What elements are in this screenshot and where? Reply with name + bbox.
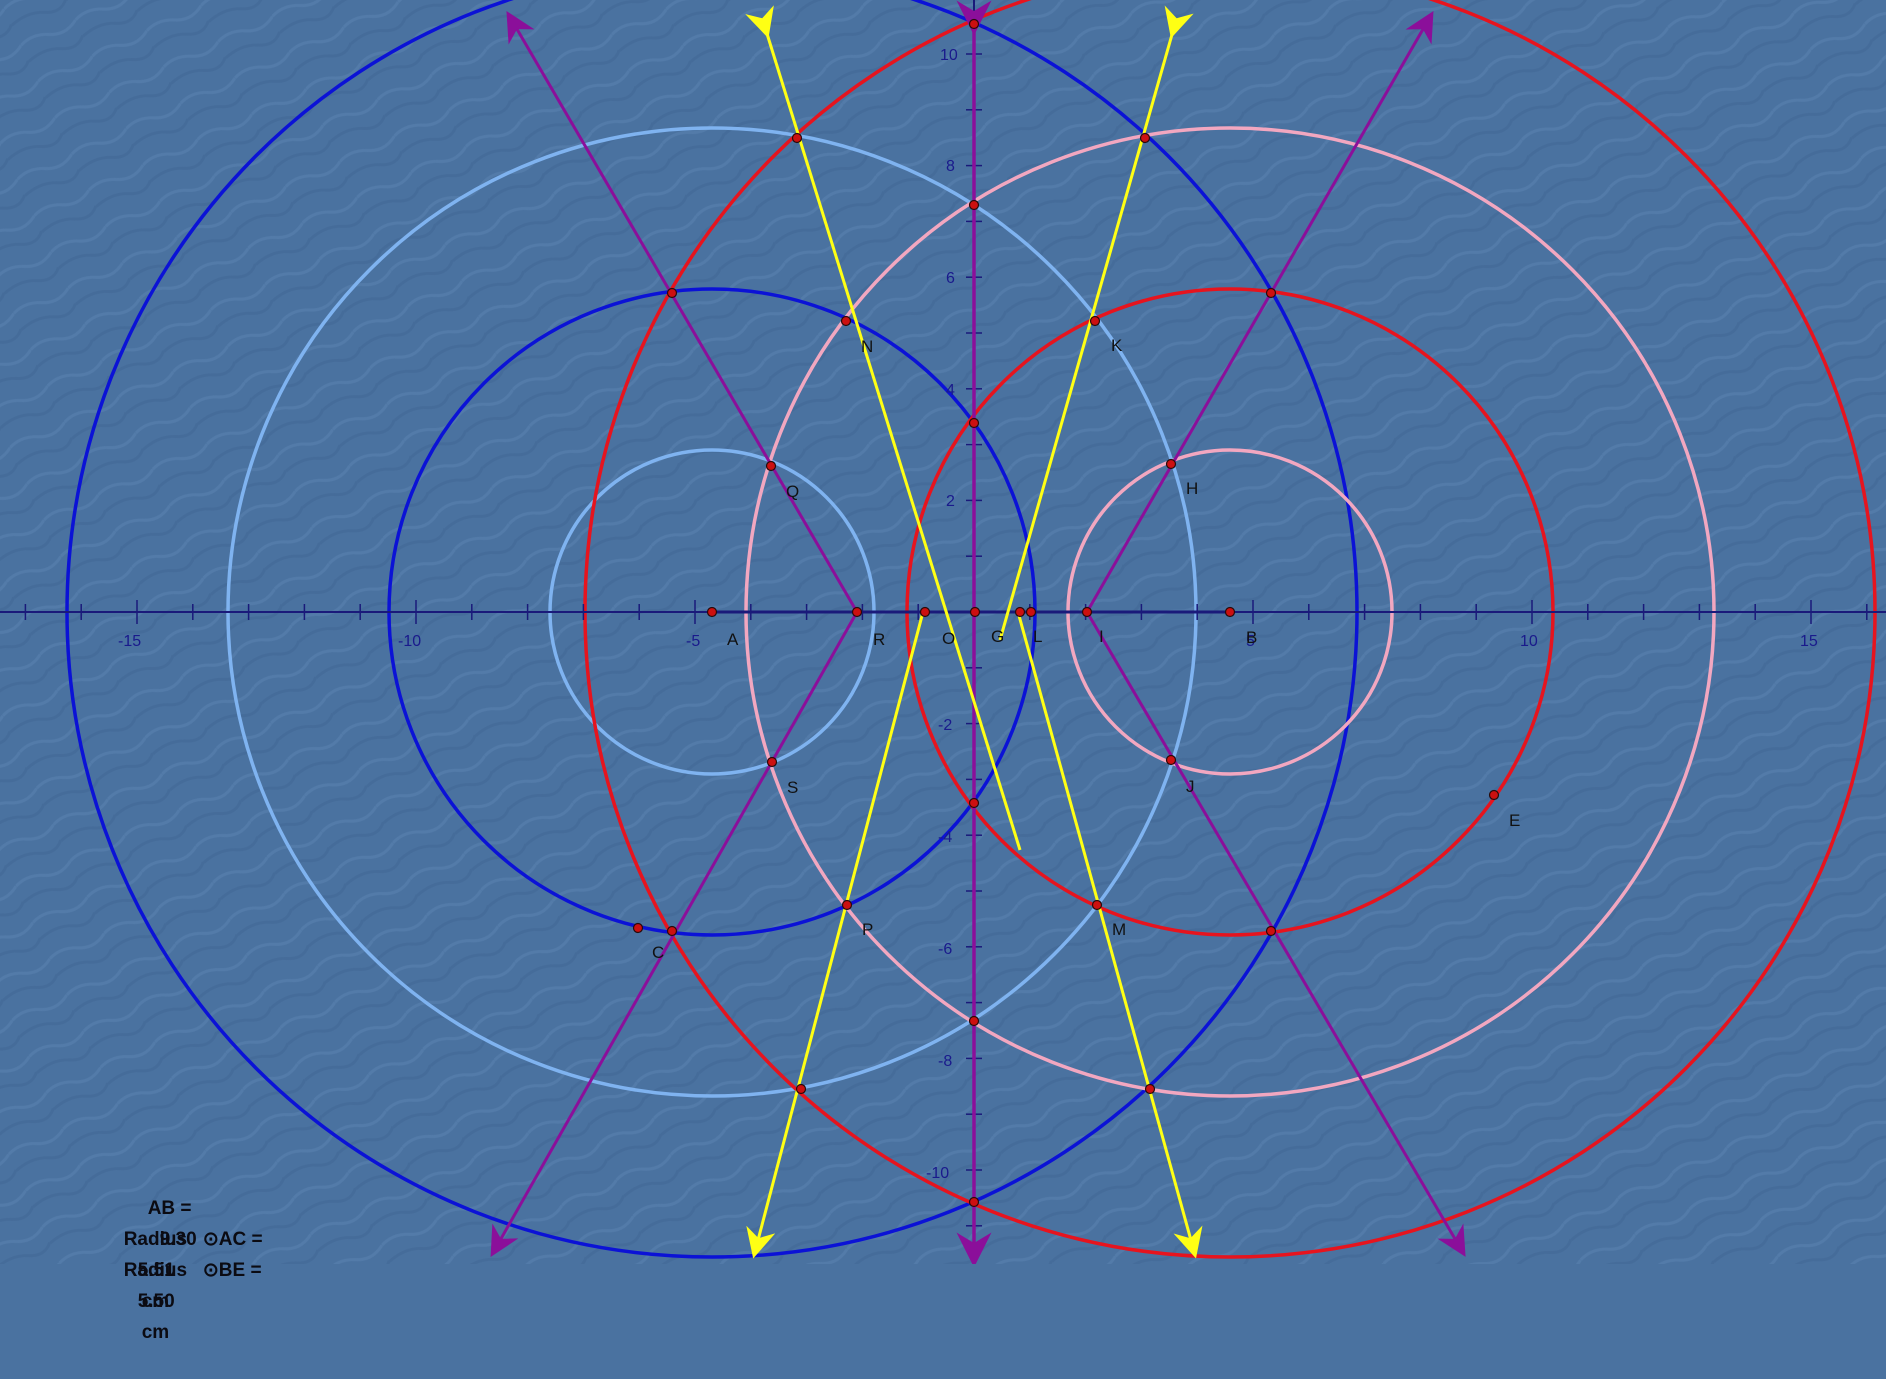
measurement-value: 5.50 — [137, 1291, 175, 1312]
construction-point[interactable] — [795, 1083, 807, 1095]
point-label-L: L — [1033, 627, 1042, 646]
x-tick-label: 5 — [1246, 633, 1255, 650]
construction-point[interactable] — [791, 132, 803, 144]
y-tick-label: 6 — [946, 270, 955, 287]
point-label-S: S — [787, 778, 798, 797]
construction-point[interactable] — [1089, 315, 1101, 327]
point-label-R: R — [873, 630, 885, 649]
measurement-unit: cm — [141, 1322, 170, 1343]
construction-point[interactable] — [666, 287, 678, 299]
yellow-line-right-lower — [1016, 611, 1203, 1259]
point-label-K: K — [1111, 336, 1123, 355]
x-tick-label: -10 — [398, 633, 421, 650]
point-label-J: J — [1186, 777, 1195, 796]
construction-diagram: -15 -10 -5 5 10 15 10 8 6 4 2 -2 -4 -6 -… — [0, 0, 1886, 1264]
point-label-P: P — [862, 920, 873, 939]
measurement-panel: AB = 9.30 Radius ⊙AC = 5.51 cm Radius ⊙B… — [92, 1162, 263, 1343]
purple-line-left-down — [490, 611, 859, 1258]
construction-point[interactable] — [1139, 132, 1151, 144]
construction-point[interactable] — [632, 922, 644, 934]
construction-point[interactable] — [1488, 789, 1500, 801]
construction-point[interactable] — [968, 417, 980, 429]
yellow-line-right-upper — [998, 5, 1194, 641]
construction-points — [632, 18, 1500, 1208]
construction-point[interactable] — [968, 797, 980, 809]
point-label-Q: Q — [786, 482, 799, 501]
point-label-C: C — [652, 943, 664, 962]
construction-point[interactable] — [666, 925, 678, 937]
point-label-I: I — [1099, 627, 1104, 646]
point-label-G: G — [991, 627, 1004, 646]
y-tick-label: 2 — [946, 493, 955, 510]
construction-point[interactable] — [841, 899, 853, 911]
construction-point[interactable] — [1014, 606, 1026, 618]
construction-point[interactable] — [840, 315, 852, 327]
textured-background — [0, 0, 1886, 1264]
measurement-value: 9.30 — [159, 1229, 197, 1250]
y-tick-label: -4 — [938, 829, 952, 846]
point-label-E: E — [1509, 811, 1520, 830]
x-tick-label: -15 — [118, 633, 141, 650]
y-tick-label: 8 — [946, 158, 955, 175]
construction-point[interactable] — [968, 1196, 980, 1208]
construction-point[interactable] — [1265, 287, 1277, 299]
y-tick-label: -2 — [938, 717, 952, 734]
construction-point[interactable] — [1224, 606, 1236, 618]
construction-point[interactable] — [1165, 458, 1177, 470]
geometry-canvas: -15 -10 -5 5 10 15 10 8 6 4 2 -2 -4 -6 -… — [0, 0, 1886, 1343]
x-tick-label: 15 — [1800, 633, 1818, 650]
point-label-O: O — [942, 629, 955, 648]
construction-point[interactable] — [1144, 1083, 1156, 1095]
construction-point[interactable] — [706, 606, 718, 618]
y-tick-label: -8 — [938, 1053, 952, 1070]
construction-point[interactable] — [1265, 925, 1277, 937]
construction-point[interactable] — [968, 18, 980, 30]
purple-line-left-up — [506, 11, 859, 613]
measurement-AB: AB = 9.30 — [92, 1162, 263, 1250]
construction-point[interactable] — [919, 606, 931, 618]
yellow-lines — [745, 5, 1203, 1259]
construction-point[interactable] — [968, 199, 980, 211]
x-tick-label: -5 — [686, 633, 700, 650]
measurement-label: Radius ⊙BE = — [123, 1260, 262, 1281]
construction-point[interactable] — [765, 460, 777, 472]
measurement-label: AB = — [147, 1198, 192, 1219]
construction-point[interactable] — [969, 606, 981, 618]
measurement-label: Radius ⊙AC = — [123, 1229, 263, 1250]
yellow-line-left-lower — [746, 611, 925, 1259]
point-labels: A B C E G H I J K L M N O P Q R S — [652, 336, 1520, 962]
construction-point[interactable] — [1025, 606, 1037, 618]
y-tick-label: -6 — [938, 941, 952, 958]
construction-point[interactable] — [851, 606, 863, 618]
construction-point[interactable] — [766, 756, 778, 768]
point-label-H: H — [1186, 479, 1198, 498]
x-tick-label: 10 — [1520, 633, 1538, 650]
construction-point[interactable] — [1165, 754, 1177, 766]
construction-point[interactable] — [968, 1015, 980, 1027]
construction-point[interactable] — [1081, 606, 1093, 618]
point-label-M: M — [1112, 920, 1126, 939]
purple-line-right-up — [1085, 11, 1434, 613]
y-tick-label: -10 — [926, 1165, 949, 1182]
y-tick-label: 4 — [946, 382, 955, 399]
point-label-N: N — [861, 337, 873, 356]
yellow-line-left-upper — [745, 5, 1022, 851]
point-label-A: A — [727, 630, 739, 649]
point-label-B: B — [1246, 628, 1257, 647]
y-tick-label: 10 — [940, 47, 958, 64]
construction-point[interactable] — [1091, 899, 1103, 911]
